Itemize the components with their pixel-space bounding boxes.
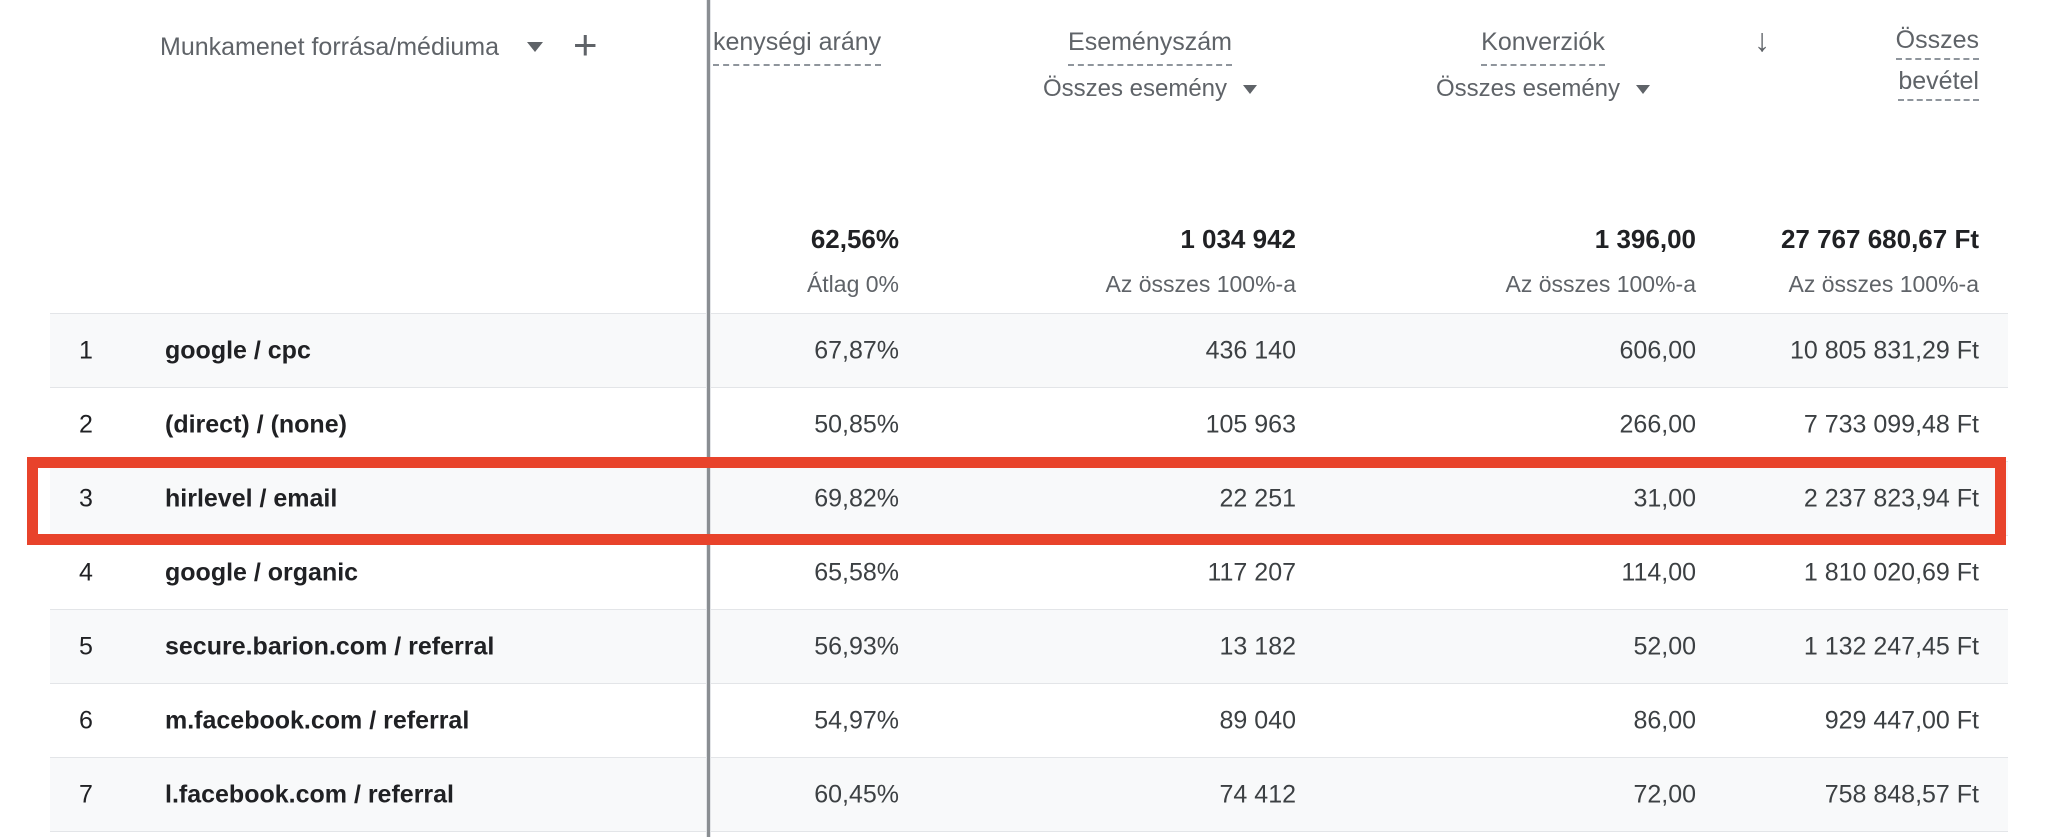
total-value: 27 767 680,67 Ft	[1780, 224, 1979, 254]
dimension-header[interactable]: Munkamenet forrása/médiuma +	[160, 21, 598, 68]
row-dimension-label: google / cpc	[165, 336, 311, 364]
conversion-event-selector-label: Összes esemény	[1435, 75, 1621, 102]
table-row: 1 google / cpc 67,87% 436 140 606,00 10 …	[50, 314, 2008, 388]
total-caption: Az összes 100%-a	[1105, 271, 1296, 297]
cell-revenue: 1 810 020,69 Ft	[1803, 558, 1979, 586]
row-number: 2	[79, 410, 93, 438]
cell-engagement-rate: 67,87%	[814, 336, 899, 364]
cell-engagement-rate: 60,45%	[814, 780, 899, 808]
total-revenue: 27 767 680,67 Ft Az összes 100%-a	[1781, 224, 1979, 298]
row-dimension-label: l.facebook.com / referral	[165, 780, 455, 808]
add-dimension-icon[interactable]: +	[573, 21, 598, 68]
column-freeze-divider[interactable]	[707, 0, 710, 837]
table-row: 6 m.facebook.com / referral 54,97% 89 04…	[50, 684, 2008, 758]
total-engagement-rate: 62,56% Átlag 0%	[807, 224, 899, 298]
chevron-down-icon	[1243, 84, 1258, 94]
cell-event-count: 22 251	[1219, 484, 1296, 512]
row-dimension-label: hirlevel / email	[165, 484, 338, 512]
row-dimension-label: (direct) / (none)	[165, 410, 347, 438]
cell-conversions: 52,00	[1633, 632, 1696, 660]
column-header-label[interactable]: Konverziók	[1481, 28, 1605, 66]
cell-revenue: 929 447,00 Ft	[1824, 706, 1979, 734]
cell-event-count: 89 040	[1219, 706, 1296, 734]
column-header-engagement-rate[interactable]: kenységi arány	[713, 28, 882, 66]
column-header-label[interactable]: kenységi arány	[713, 28, 882, 66]
row-number: 1	[79, 336, 93, 364]
cell-engagement-rate: 56,93%	[814, 632, 899, 660]
cell-conversions: 266,00	[1619, 410, 1696, 438]
total-caption: Átlag 0%	[806, 271, 899, 297]
chevron-down-icon[interactable]	[527, 42, 544, 52]
event-type-selector[interactable]: Összes esemény	[995, 75, 1305, 103]
cell-engagement-rate: 69,82%	[814, 484, 899, 512]
dimension-header-label[interactable]: Munkamenet forrása/médiuma	[160, 32, 500, 61]
total-event-count: 1 034 942 Az összes 100%-a	[1106, 224, 1296, 298]
table-row: 7 l.facebook.com / referral 60,45% 74 41…	[50, 758, 2008, 832]
total-value: 1 034 942	[1180, 224, 1296, 254]
total-value: 1 396,00	[1594, 224, 1696, 254]
column-header-total-revenue[interactable]: Összes bevétel	[1895, 28, 1979, 101]
cell-engagement-rate: 54,97%	[814, 706, 899, 734]
cell-engagement-rate: 50,85%	[814, 410, 899, 438]
row-number: 7	[79, 780, 93, 808]
total-caption: Az összes 100%-a	[1788, 271, 1979, 297]
row-number: 4	[79, 558, 93, 586]
table-row: 4 google / organic 65,58% 117 207 114,00…	[50, 536, 2008, 610]
cell-revenue: 7 733 099,48 Ft	[1803, 410, 1979, 438]
row-dimension-label: m.facebook.com / referral	[165, 706, 470, 734]
table-row: 2 (direct) / (none) 50,85% 105 963 266,0…	[50, 388, 2008, 462]
cell-conversions: 86,00	[1633, 706, 1696, 734]
conversion-event-selector[interactable]: Összes esemény	[1390, 75, 1696, 103]
chevron-down-icon	[1636, 84, 1651, 94]
column-header-label[interactable]: Eseményszám	[1068, 28, 1232, 66]
cell-event-count: 74 412	[1219, 780, 1296, 808]
column-header-conversions[interactable]: Konverziók Összes esemény	[1390, 28, 1696, 103]
cell-revenue: 10 805 831,29 Ft	[1789, 336, 1979, 364]
cell-event-count: 105 963	[1205, 410, 1296, 438]
column-header-label[interactable]: bevétel	[1898, 69, 1979, 101]
cell-engagement-rate: 65,58%	[814, 558, 899, 586]
table-row: 3 hirlevel / email 69,82% 22 251 31,00 2…	[50, 462, 2008, 536]
cell-event-count: 13 182	[1219, 632, 1296, 660]
row-number: 6	[79, 706, 93, 734]
total-caption: Az összes 100%-a	[1505, 271, 1696, 297]
column-header-label[interactable]: Összes	[1895, 28, 1979, 60]
row-number: 5	[79, 632, 93, 660]
event-type-selector-label: Összes esemény	[1042, 75, 1228, 102]
column-header-event-count[interactable]: Eseményszám Összes esemény	[995, 28, 1305, 103]
row-number: 3	[79, 484, 93, 512]
total-value: 62,56%	[810, 224, 899, 254]
cell-conversions: 114,00	[1621, 558, 1696, 586]
table-body: 1 google / cpc 67,87% 436 140 606,00 10 …	[50, 313, 2008, 832]
cell-revenue: 758 848,57 Ft	[1824, 780, 1979, 808]
total-conversions: 1 396,00 Az összes 100%-a	[1506, 224, 1696, 298]
row-dimension-label: secure.barion.com / referral	[165, 632, 495, 660]
cell-event-count: 436 140	[1205, 336, 1296, 364]
table-row: 5 secure.barion.com / referral 56,93% 13…	[50, 610, 2008, 684]
cell-revenue: 2 237 823,94 Ft	[1803, 484, 1979, 512]
sort-descending-icon: ↓	[1754, 22, 1770, 58]
cell-event-count: 117 207	[1207, 558, 1296, 586]
cell-conversions: 72,00	[1633, 780, 1696, 808]
cell-conversions: 31,00	[1633, 484, 1696, 512]
cell-revenue: 1 132 247,45 Ft	[1803, 632, 1979, 660]
cell-conversions: 606,00	[1619, 336, 1696, 364]
row-dimension-label: google / organic	[165, 558, 359, 586]
